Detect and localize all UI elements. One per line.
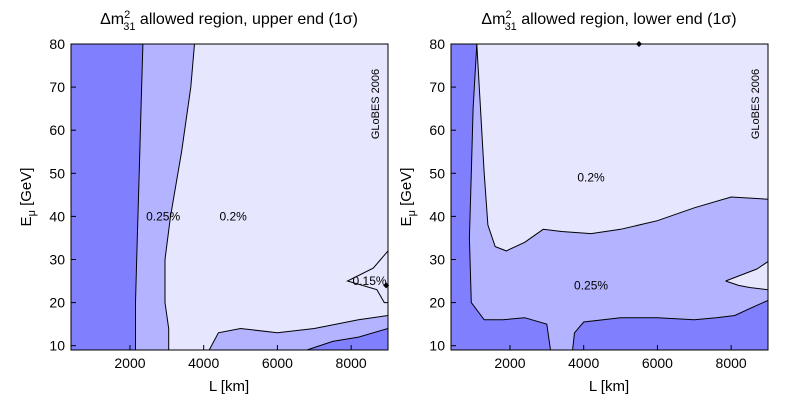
- right-contour-lines: [468, 43, 769, 351]
- right-y-tick-label-7: 80: [429, 36, 445, 52]
- right-title-delta: Δm: [481, 11, 505, 28]
- left-plot-frame: [70, 43, 389, 351]
- left-chart-title: Δm2 31 allowed region, upper end (1σ): [100, 9, 358, 33]
- right-y-tick-label-0: 10: [429, 338, 445, 354]
- right-region-1: [451, 44, 551, 350]
- right-y-tick-label-1: 20: [429, 295, 445, 311]
- left-title-sub: 31: [123, 21, 135, 33]
- right-best-fit-marker: [635, 41, 642, 47]
- left-watermark: GLoBES 2006: [370, 69, 382, 139]
- left-contour-line-4: [346, 250, 389, 304]
- right-x-tick-label-3: 8000: [716, 355, 747, 371]
- right-y-tick-label-2: 30: [429, 251, 445, 267]
- left-contour-line-3: [306, 328, 389, 351]
- left-x-ticks: 2000 4000 6000 8000: [114, 345, 367, 371]
- left-marker: [383, 282, 390, 289]
- left-contour-lines: [135, 43, 389, 351]
- left-x-tick-label-1: 4000: [188, 355, 219, 371]
- left-contour-label-2: 0.15%: [353, 274, 387, 288]
- left-contour-line-0: [135, 43, 144, 350]
- right-x-tick-label-2: 6000: [642, 355, 673, 371]
- right-region-0: [451, 44, 768, 350]
- left-best-fit-marker: [383, 282, 390, 289]
- right-x-ticks: 2000 4000 6000 8000: [494, 345, 747, 371]
- right-region-2: [572, 300, 768, 350]
- right-watermark: GLoBES 2006: [750, 69, 762, 139]
- left-x-tick-label-2: 6000: [262, 355, 293, 371]
- right-contour-line-4: [725, 280, 769, 291]
- left-ylabel-rest: [GeV]: [18, 168, 35, 211]
- left-regions: [71, 44, 388, 350]
- left-y-tick-label-7: 80: [49, 36, 65, 52]
- right-contour-line-0: [476, 43, 769, 252]
- right-y-tick-label-5: 60: [429, 122, 445, 138]
- right-y-tick-label-6: 70: [429, 79, 445, 95]
- right-contour-label-0: 0.2%: [577, 171, 605, 185]
- left-region-1: [135, 44, 195, 350]
- right-title-sup: 2: [505, 9, 511, 21]
- left-y-tick-label-2: 30: [49, 251, 65, 267]
- left-contour-labels: 0.25% 0.2% 0.15%: [146, 209, 387, 288]
- right-title-rest: allowed region, lower end (1σ): [517, 11, 737, 28]
- right-contour-line-3: [725, 261, 769, 282]
- left-y-tick-label-3: 40: [49, 208, 65, 224]
- right-regions: [451, 44, 768, 350]
- left-y-tick-label-0: 10: [49, 338, 65, 354]
- right-contour-line-1: [468, 43, 551, 351]
- right-title-sub: 31: [505, 21, 517, 33]
- left-ylabel-main: E: [18, 216, 35, 226]
- right-chart-title: Δm2 31 allowed region, lower end (1σ): [481, 9, 736, 33]
- left-contour-line-1: [164, 43, 195, 350]
- left-contour-label-1: 0.2%: [220, 209, 248, 223]
- right-contour-line-2: [572, 299, 769, 351]
- left-x-tick-label-0: 2000: [114, 355, 145, 371]
- right-x-tick-label-1: 4000: [568, 355, 599, 371]
- left-contour-line-2: [208, 315, 389, 351]
- right-contour-label-1: 0.25%: [574, 278, 608, 292]
- right-y-ticks: 10 20 30 40 50 60 70 80: [429, 36, 456, 354]
- left-y-ticks: 10 20 30 40 50 60 70 80: [49, 36, 76, 354]
- right-y-tick-label-4: 50: [429, 165, 445, 181]
- right-ylabel-rest: [GeV]: [398, 168, 415, 211]
- left-region-0: [71, 44, 143, 350]
- left-title-rest: allowed region, upper end (1σ): [135, 11, 357, 28]
- left-y-axis-label: Eμ [GeV]: [18, 168, 38, 227]
- right-ylabel-sub: μ: [406, 210, 418, 216]
- left-y-tick-label-4: 50: [49, 165, 65, 181]
- right-marker: [635, 41, 642, 47]
- right-y-axis-label: Eμ [GeV]: [398, 168, 418, 227]
- left-ylabel-sub: μ: [26, 210, 38, 216]
- left-x-tick-label-3: 8000: [336, 355, 367, 371]
- left-y-tick-label-5: 60: [49, 122, 65, 138]
- right-y-tick-label-3: 40: [429, 208, 445, 224]
- right-plot-frame: [450, 43, 769, 351]
- left-contour-label-0: 0.25%: [146, 209, 180, 223]
- right-contour-labels: 0.2% 0.25%: [574, 171, 608, 293]
- right-region-3: [725, 261, 768, 290]
- right-x-axis-label: L [km]: [589, 378, 629, 395]
- right-ylabel-main: E: [398, 216, 415, 226]
- right-x-tick-label-0: 2000: [494, 355, 525, 371]
- left-y-tick-label-6: 70: [49, 79, 65, 95]
- left-x-axis-label: L [km]: [209, 378, 249, 395]
- left-title-sup: 2: [124, 9, 130, 21]
- left-y-tick-label-1: 20: [49, 295, 65, 311]
- left-title-delta: Δm: [100, 11, 124, 28]
